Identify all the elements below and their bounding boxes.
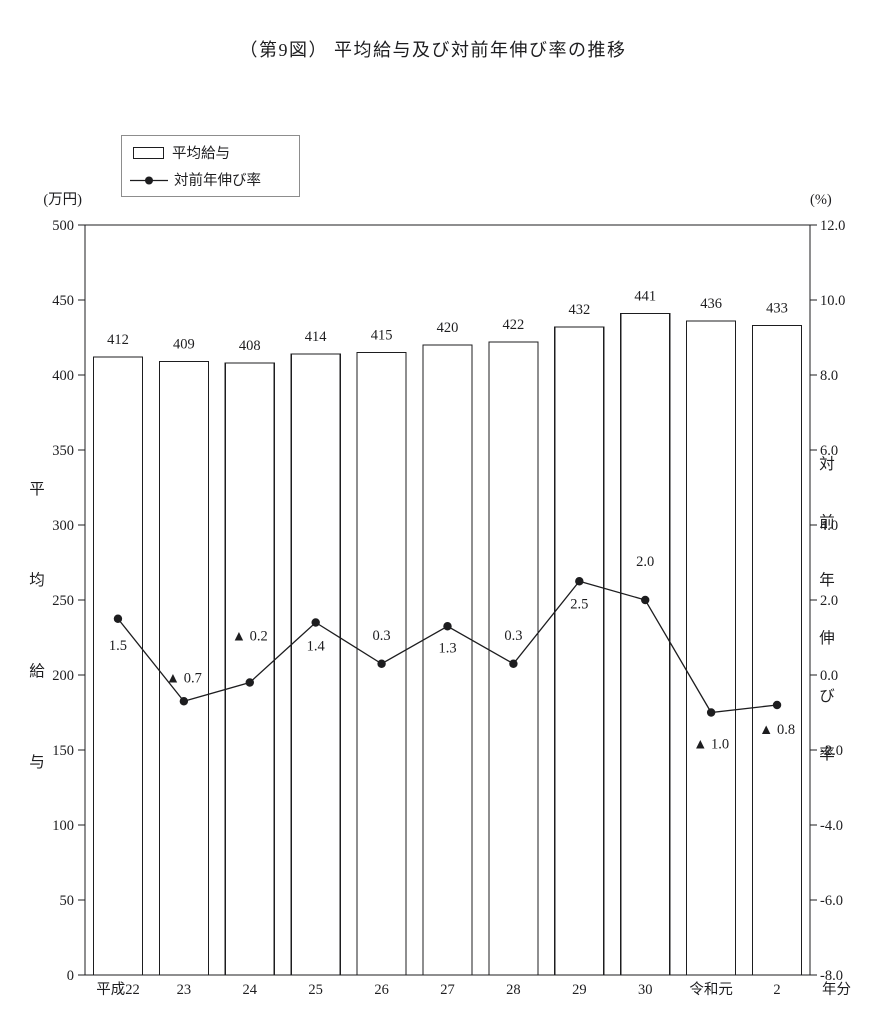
salary-bar: [422, 344, 473, 976]
growth-rate-point-label: 1.5: [109, 638, 127, 654]
legend-box: [121, 135, 300, 197]
x-axis-label: 30: [638, 982, 653, 998]
x-axis-label: 平成22: [96, 981, 140, 998]
left-axis-tick-label: 200: [52, 668, 74, 684]
growth-rate-point-label: 1.3: [438, 640, 456, 656]
right-axis-title-char: 率: [819, 745, 835, 763]
salary-bar: [224, 362, 275, 976]
x-axis-label: 26: [374, 982, 389, 998]
left-axis-tick-label: 250: [52, 593, 74, 609]
left-axis-tick-label: 400: [52, 368, 74, 384]
bar-value-label: 415: [371, 328, 393, 344]
growth-rate-point: [245, 678, 254, 687]
x-axis-label: 27: [440, 982, 455, 998]
growth-rate-point: [179, 697, 189, 706]
right-axis-title-char: 前: [819, 513, 835, 531]
left-axis-tick-label: 450: [52, 293, 74, 309]
right-axis-tick-label: -8.0: [820, 968, 843, 984]
bar-value-label: 414: [305, 329, 328, 345]
bar-value-label: 422: [503, 317, 525, 333]
x-axis-label: 24: [243, 982, 258, 998]
right-axis-tick-label: -4.0: [820, 818, 843, 834]
growth-rate-point-label: 1.4: [307, 639, 326, 655]
x-axis-suffix: 年分: [822, 981, 851, 998]
x-axis-label: 29: [572, 982, 587, 998]
right-axis-tick-label: 8.0: [820, 368, 838, 384]
growth-rate-point-label: ▲ 0.2: [232, 629, 268, 645]
legend-line-marker-icon: [145, 176, 153, 185]
bar-value-label: 412: [107, 332, 129, 348]
bar-value-label: 441: [634, 289, 656, 305]
right-axis-tick-label: 4.0: [820, 518, 838, 534]
chart-title: （第9図） 平均給与及び対前年伸び率の推移: [240, 40, 627, 60]
legend-bar-swatch: [132, 146, 165, 160]
growth-rate-point-label: 2.5: [570, 596, 588, 612]
x-axis-label: 25: [308, 982, 323, 998]
right-axis-title-char: 年: [819, 571, 835, 589]
salary-bar: [686, 320, 737, 976]
growth-rate-point-label: 2.0: [636, 554, 654, 570]
legend-line-label: 対前年伸び率: [174, 172, 261, 189]
right-axis-title-char: 伸: [819, 629, 835, 647]
x-axis-label: 23: [177, 982, 192, 998]
growth-rate-point-label: 0.3: [373, 628, 391, 644]
bar-value-label: 409: [173, 337, 195, 353]
salary-bar: [620, 312, 671, 976]
growth-rate-point-label: ▲ 1.0: [693, 737, 729, 753]
growth-rate-point-label: ▲ 0.8: [759, 722, 795, 738]
bar-value-label: 420: [437, 320, 459, 336]
right-axis-tick-label: 12.0: [820, 218, 845, 234]
left-axis-tick-label: 0: [67, 968, 74, 984]
growth-rate-point: [641, 595, 650, 605]
bar-value-label: 436: [700, 296, 722, 312]
x-axis-label: 28: [506, 982, 521, 998]
growth-rate-point: [772, 700, 782, 710]
right-axis-unit: (%): [810, 192, 832, 208]
growth-rate-point: [443, 622, 452, 631]
legend: 平均給与 対前年伸び率: [121, 135, 300, 197]
bar-value-label: 408: [239, 338, 261, 354]
x-axis-label: 2: [773, 982, 780, 998]
left-axis-tick-label: 300: [52, 518, 74, 534]
right-axis-tick-label: -6.0: [820, 893, 843, 909]
plot-area: 50045040035030025020015010050012.010.08.…: [29, 218, 851, 998]
salary-bar: [751, 324, 803, 976]
growth-rate-point: [706, 708, 716, 717]
right-axis-title-char: び: [819, 687, 835, 705]
right-axis-tick-label: 0.0: [820, 668, 838, 684]
right-axis-tick-label: 10.0: [820, 293, 845, 309]
salary-bar: [290, 353, 341, 976]
left-axis-unit: (万円): [43, 192, 82, 208]
growth-rate-point: [575, 577, 584, 586]
right-axis-tick-label: 2.0: [820, 593, 838, 609]
left-axis-tick-label: 100: [52, 818, 74, 834]
x-axis-label: 令和元: [689, 981, 733, 998]
growth-rate-point: [113, 614, 123, 623]
right-axis-tick-label: -2.0: [820, 743, 843, 759]
salary-bar: [158, 360, 209, 976]
legend-bar-label: 平均給与: [172, 145, 230, 162]
left-axis-title-char: 平: [29, 481, 45, 498]
growth-rate-point: [377, 659, 386, 668]
right-axis-title-char: 対: [819, 455, 835, 473]
left-axis-title-char: 与: [29, 753, 45, 771]
salary-bar: [488, 341, 539, 976]
left-axis-tick-label: 50: [60, 893, 75, 909]
growth-rate-point-label: ▲ 0.7: [166, 670, 202, 686]
growth-rate-point: [311, 618, 320, 627]
right-axis-tick-label: 6.0: [820, 443, 838, 459]
left-axis-tick-label: 500: [52, 218, 74, 234]
growth-rate-point: [509, 659, 518, 668]
growth-rate-point-label: 0.3: [504, 628, 522, 644]
left-axis-title-char: 均: [29, 571, 45, 589]
bar-value-label: 432: [568, 302, 590, 318]
left-axis-tick-label: 350: [52, 443, 74, 459]
bar-value-label: 433: [766, 301, 788, 317]
salary-bar: [554, 326, 605, 976]
left-axis-title-char: 給: [29, 662, 45, 680]
left-axis-tick-label: 150: [52, 743, 74, 759]
salary-bar: [92, 356, 144, 976]
